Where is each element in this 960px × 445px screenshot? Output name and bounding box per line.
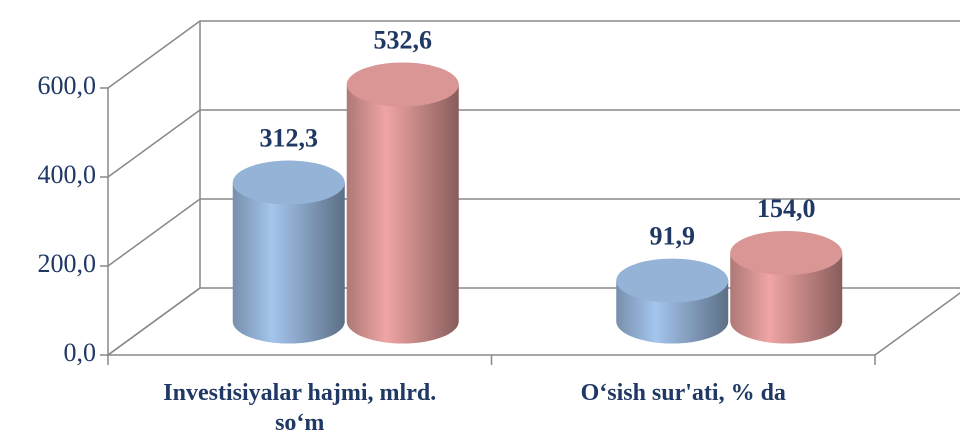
data-label: 532,6 (374, 25, 433, 54)
data-label: 312,3 (260, 123, 319, 152)
y-tick-label: 200,0 (38, 249, 97, 278)
x-tick-label: Investisiyalar hajmi, mlrd. so‘m (163, 380, 437, 436)
grid-line (107, 198, 960, 267)
grid-line (107, 109, 960, 178)
floor-right (874, 292, 960, 356)
y-tick-label: 400,0 (38, 160, 97, 189)
cylinder-top (616, 258, 729, 303)
cylinder-top (346, 62, 459, 107)
grid-line (107, 20, 960, 89)
cylinder-top (730, 230, 843, 275)
data-label: 91,9 (650, 222, 696, 251)
cylinder-top (232, 160, 345, 205)
y-tick-label: 0,0 (64, 338, 97, 367)
cylinder-body (730, 252, 843, 344)
x-tick-label: O‘sish sur'ati, % da (580, 380, 786, 406)
cylinder-body (232, 182, 345, 344)
data-label: 154,0 (757, 194, 816, 223)
y-tick-label: 600,0 (38, 71, 97, 100)
cylinder-body (346, 84, 459, 344)
